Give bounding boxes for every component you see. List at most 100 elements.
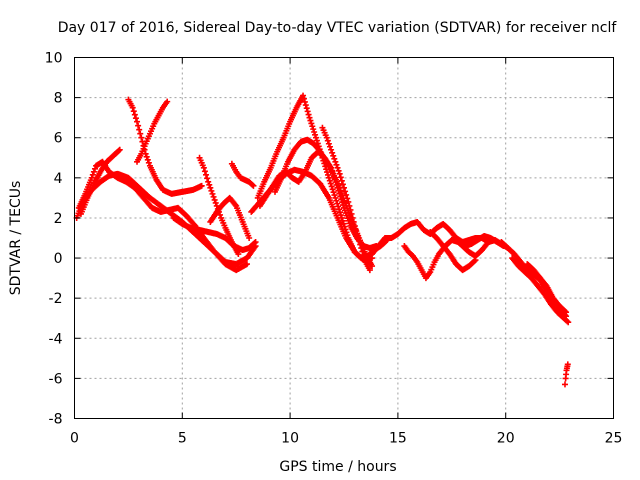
data-points — [73, 92, 572, 388]
data-point — [329, 149, 336, 156]
data-point — [343, 191, 350, 198]
data-point — [344, 195, 351, 202]
data-point — [324, 171, 331, 178]
data-point — [232, 201, 239, 208]
data-point — [309, 123, 316, 130]
data-point — [333, 197, 340, 204]
data-point — [217, 211, 224, 218]
series-track-8 — [207, 194, 253, 241]
data-point — [331, 155, 338, 162]
data-point — [129, 104, 136, 111]
data-point — [210, 193, 217, 200]
data-point — [134, 118, 141, 125]
series-track-12 — [248, 166, 376, 264]
data-point — [143, 153, 150, 160]
data-point — [307, 117, 314, 124]
y-tick-label: -2 — [49, 291, 63, 307]
data-point — [313, 137, 320, 144]
y-tick-label: -6 — [49, 371, 63, 387]
data-point — [342, 188, 349, 195]
x-tick-label: 15 — [389, 431, 407, 447]
data-point — [249, 181, 256, 188]
data-point — [310, 126, 317, 133]
data-point — [338, 177, 345, 184]
data-point — [337, 174, 344, 181]
data-point — [305, 111, 312, 118]
data-point — [252, 239, 259, 246]
data-point — [332, 158, 339, 165]
data-point — [330, 152, 337, 159]
data-point — [204, 175, 211, 182]
data-point — [164, 98, 171, 105]
data-point — [207, 184, 214, 191]
data-point — [135, 122, 142, 129]
x-tick-label: 0 — [70, 431, 79, 447]
series-track-4 — [125, 96, 205, 197]
series-track-10 — [254, 92, 391, 262]
data-point — [132, 115, 139, 122]
y-tick-label: 8 — [54, 91, 63, 107]
data-point — [350, 218, 357, 225]
data-point — [564, 318, 571, 325]
data-point — [349, 214, 356, 221]
data-point — [366, 267, 373, 274]
data-point — [334, 164, 341, 171]
data-point — [336, 209, 343, 216]
data-point — [90, 168, 97, 175]
data-point — [312, 134, 319, 141]
data-point — [205, 178, 212, 185]
y-tick-label: 4 — [54, 171, 63, 187]
series-track-13 — [272, 136, 376, 270]
data-point — [334, 200, 341, 207]
data-point — [328, 183, 335, 190]
data-point — [325, 174, 332, 181]
data-point — [335, 167, 342, 174]
series-track-22 — [561, 361, 571, 388]
series-track-3 — [77, 146, 123, 217]
y-tick-label: -8 — [49, 412, 63, 428]
series-track-1 — [73, 170, 259, 268]
data-point — [130, 108, 137, 115]
data-point — [198, 182, 205, 189]
data-point — [352, 226, 359, 233]
data-point — [361, 255, 368, 262]
data-point — [332, 194, 339, 201]
data-point — [355, 234, 362, 241]
data-point — [563, 309, 570, 316]
x-tick-label: 10 — [281, 431, 299, 447]
data-point — [211, 196, 218, 203]
y-tick-label: 2 — [54, 211, 63, 227]
data-point — [561, 381, 568, 388]
data-point — [243, 261, 250, 268]
x-tick-label: 5 — [178, 431, 187, 447]
data-point — [324, 169, 331, 176]
data-point — [326, 177, 333, 184]
data-point — [330, 189, 337, 196]
data-point — [302, 102, 309, 109]
series-track-9 — [228, 160, 257, 189]
data-point — [345, 198, 352, 205]
data-point — [200, 164, 207, 171]
data-point — [346, 202, 353, 209]
data-point — [351, 222, 358, 229]
axis-ticks: 0 5 10 15 20 25 -8 -6 -4 -2 0 2 4 6 8 10 — [45, 51, 623, 447]
data-point — [301, 98, 308, 105]
data-point — [329, 186, 336, 193]
data-point — [356, 238, 363, 245]
data-point — [328, 146, 335, 153]
data-point — [311, 128, 318, 135]
data-point — [325, 140, 332, 147]
data-point — [565, 319, 572, 326]
series-track-20 — [509, 255, 572, 326]
plot-frame — [74, 57, 614, 419]
data-point — [203, 171, 210, 178]
data-point — [326, 143, 333, 150]
data-point — [251, 239, 258, 246]
series-track-17 — [427, 228, 479, 274]
data-point — [324, 137, 331, 144]
data-point — [115, 147, 122, 154]
data-point — [116, 146, 123, 153]
x-axis-label: GPS time / hours — [279, 459, 396, 475]
data-point — [88, 174, 95, 181]
data-point — [357, 241, 364, 248]
